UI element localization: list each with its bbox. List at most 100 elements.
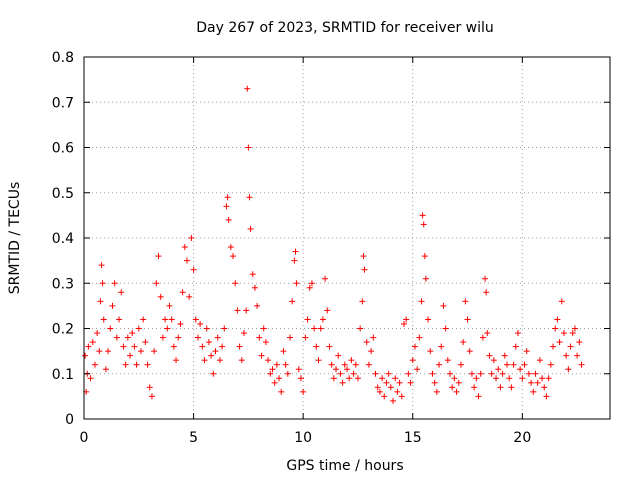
data-point [374,384,381,391]
data-point [223,203,230,210]
data-point [159,334,166,341]
data-point [370,334,377,341]
data-point [177,320,184,327]
data-point [142,339,149,346]
data-point [576,339,583,346]
data-point [497,384,504,391]
data-point [273,361,280,368]
data-point [276,375,283,382]
data-point [82,352,89,359]
data-point [315,357,322,364]
data-point [550,343,557,350]
data-point [416,334,423,341]
data-point [483,289,490,296]
data-point [451,375,458,382]
data-point [339,379,346,386]
data-point [311,325,318,332]
data-point [289,298,296,305]
data-point [571,325,578,332]
data-point [403,316,410,323]
data-point [179,289,186,296]
data-point [140,316,147,323]
data-point [333,366,340,373]
data-point [324,307,331,314]
data-point [133,361,140,368]
data-point [460,339,467,346]
data-point [127,352,134,359]
data-point [385,370,392,377]
data-point [297,375,304,382]
data-point [420,221,427,228]
data-point [457,361,464,368]
chart-title: Day 267 of 2023, SRMTID for receiver wil… [196,20,494,36]
data-point [525,370,532,377]
data-point [567,343,574,350]
data-point [560,330,567,337]
data-point [536,357,543,364]
data-point [468,370,475,377]
data-points [82,85,585,404]
data-point [479,334,486,341]
data-point [236,343,243,350]
data-point [558,298,565,305]
x-tick-label: 5 [189,430,198,446]
data-point [418,298,425,305]
data-point [157,293,164,300]
data-point [350,370,357,377]
data-point [221,325,228,332]
data-point [411,343,418,350]
data-point [109,302,116,309]
data-point [151,348,158,355]
data-point [440,302,447,309]
data-point [510,361,517,368]
data-point [532,370,539,377]
data-point [328,361,335,368]
data-point [97,298,104,305]
data-point [278,388,285,395]
data-point [495,366,502,373]
data-point [352,361,359,368]
data-point [534,379,541,386]
data-point [267,370,274,377]
data-point [304,316,311,323]
data-point [574,352,581,359]
data-point [168,316,175,323]
data-point [100,316,107,323]
data-point [306,284,313,291]
data-point [287,334,294,341]
data-point [210,370,217,377]
data-point [137,348,144,355]
data-point [173,357,180,364]
data-point [118,289,125,296]
data-point [396,379,403,386]
data-point [523,348,530,355]
data-point [326,343,333,350]
data-point [107,325,114,332]
data-point [482,275,489,282]
data-point [545,375,552,382]
data-point [541,384,548,391]
data-point [394,388,401,395]
data-point [556,339,563,346]
data-point [219,343,226,350]
data-point [429,370,436,377]
data-point [98,262,105,269]
data-point [102,366,109,373]
data-point [232,280,239,287]
data-point [528,379,535,386]
data-point [477,370,484,377]
data-point [282,361,289,368]
data-point [244,85,251,92]
data-point [153,280,160,287]
data-point [392,375,399,382]
data-point [313,343,320,350]
data-point [144,361,151,368]
data-point [258,352,265,359]
data-point [194,334,201,341]
data-point [280,348,287,355]
data-point [383,379,390,386]
data-point [346,375,353,382]
data-point [471,384,478,391]
data-point [453,388,460,395]
y-tick-label: 0.3 [52,276,74,292]
